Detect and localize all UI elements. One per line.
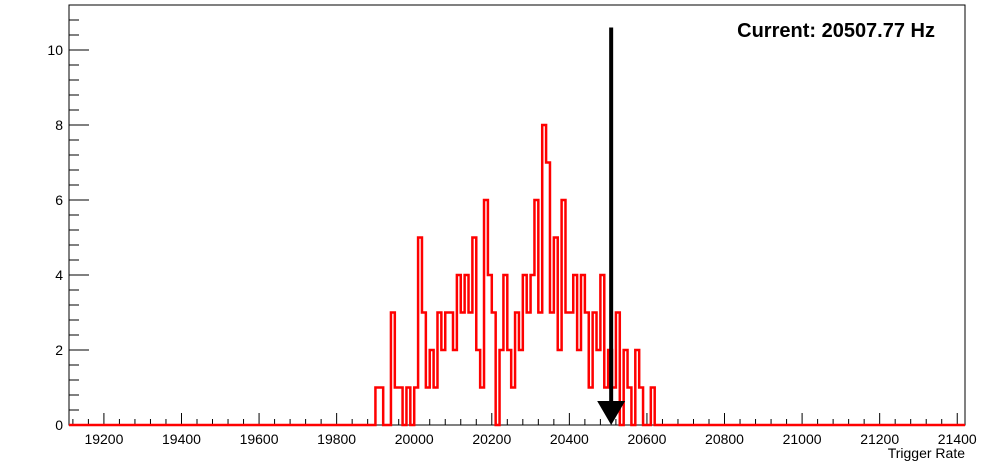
plot-frame: [68, 4, 966, 426]
x-tick-label: 21200: [860, 431, 899, 447]
x-tick-label: 20000: [395, 431, 434, 447]
x-tick-label: 19800: [317, 431, 356, 447]
current-rate-label: Current: 20507.77 Hz: [737, 20, 935, 42]
x-tick-label: 20200: [472, 431, 511, 447]
x-tick-label: 20800: [705, 431, 744, 447]
x-tick-label: 21400: [938, 431, 977, 447]
y-tick-label: 0: [55, 417, 63, 433]
current-rate-arrow: [597, 27, 626, 425]
y-tick-label: 2: [55, 342, 63, 358]
x-tick-label: 20400: [550, 431, 589, 447]
x-tick-label: 19200: [84, 431, 123, 447]
x-tick-label: 19400: [162, 431, 201, 447]
x-axis-title: Trigger Rate: [888, 445, 966, 461]
x-tick-label: 19600: [240, 431, 279, 447]
y-tick-label: 8: [55, 117, 63, 133]
x-axis: 19200 19400 19600 19800 20000 20200 20400 20600…: [72, 413, 977, 447]
histogram-series: [69, 123, 965, 427]
y-tick-label: 10: [47, 42, 63, 58]
y-tick-label: 4: [55, 267, 63, 283]
y-axis: 0 2 4 6 8 10: [47, 19, 89, 433]
x-tick-label: 21000: [783, 431, 822, 447]
x-tick-label: 20600: [627, 431, 666, 447]
arrow-head: [597, 401, 626, 425]
y-tick-label: 6: [55, 192, 63, 208]
